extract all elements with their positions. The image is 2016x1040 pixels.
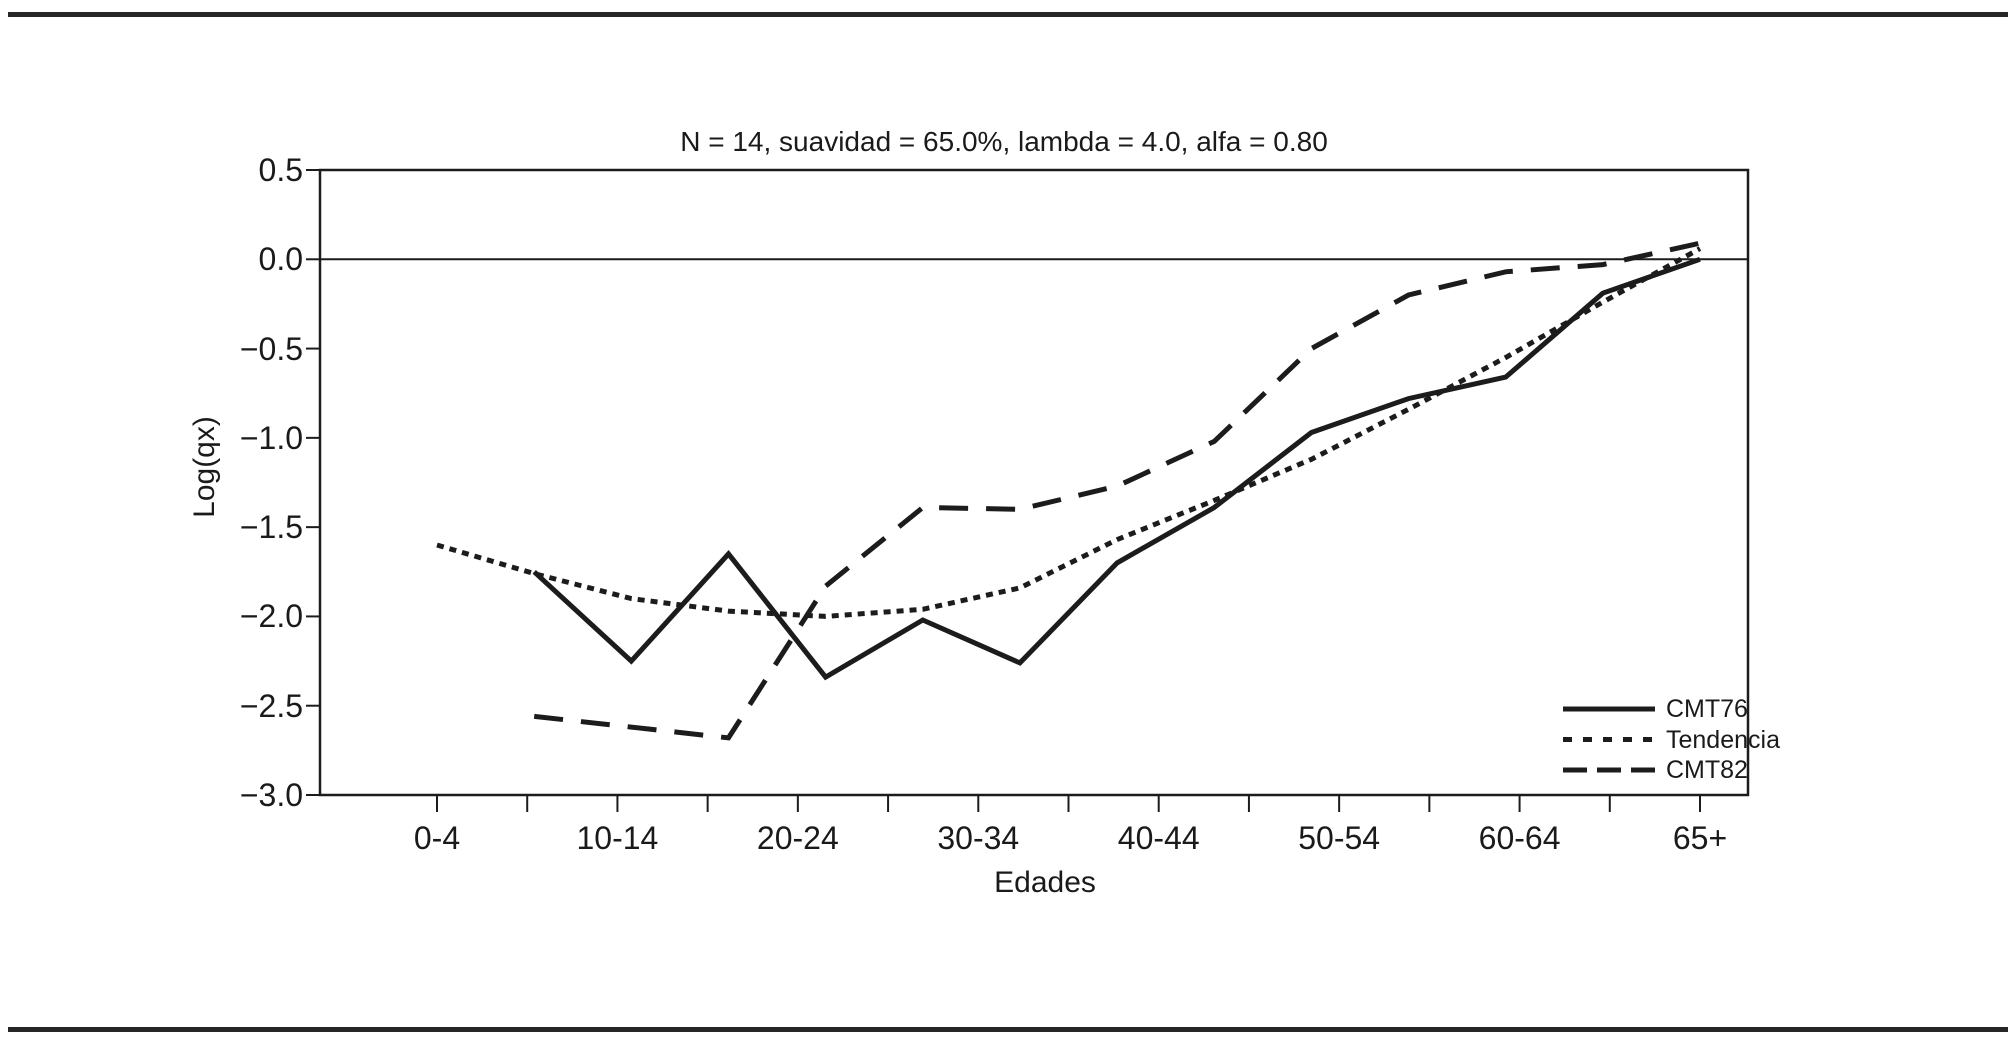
y-tick-label: −1.5 [239, 509, 303, 546]
x-tick-label: 0-4 [413, 820, 461, 856]
x-tick-label: 65+ [1672, 820, 1728, 856]
y-tick-label: −0.5 [239, 330, 303, 367]
y-tick-label: −3.0 [239, 776, 303, 813]
y-tick-label: −1.0 [239, 419, 303, 456]
x-tick-label: 20-24 [756, 820, 839, 856]
x-tick-label: 50-54 [1298, 820, 1381, 856]
x-tick-label: 10-14 [576, 820, 659, 856]
series-line-cmt76 [532, 256, 1701, 681]
x-tick-label: 30-34 [937, 820, 1020, 856]
legend-label-cmt76: CMT76 [1666, 695, 1748, 723]
y-tick-label: −2.5 [239, 687, 303, 724]
y-tick-label: 0.5 [258, 152, 303, 188]
chart-title: N = 14, suavidad = 65.0%, lambda = 4.0, … [680, 126, 1328, 157]
series-line-cmt82 [533, 240, 1701, 741]
plot-border [318, 168, 1750, 797]
x-tick-label: 40-44 [1117, 820, 1200, 856]
series-line-tendencia [436, 246, 1702, 619]
x-tick-label: 60-64 [1478, 820, 1561, 856]
x-axis-label: Edades [994, 866, 1096, 899]
y-tick-label: 0.0 [258, 241, 303, 278]
y-tick-label: −2.0 [239, 598, 303, 635]
bottom-rule [8, 1027, 2008, 1032]
legend-label-tendencia: Tendencia [1666, 725, 1780, 754]
top-rule [8, 12, 2008, 17]
legend-label-cmt82: CMT82 [1666, 756, 1748, 784]
